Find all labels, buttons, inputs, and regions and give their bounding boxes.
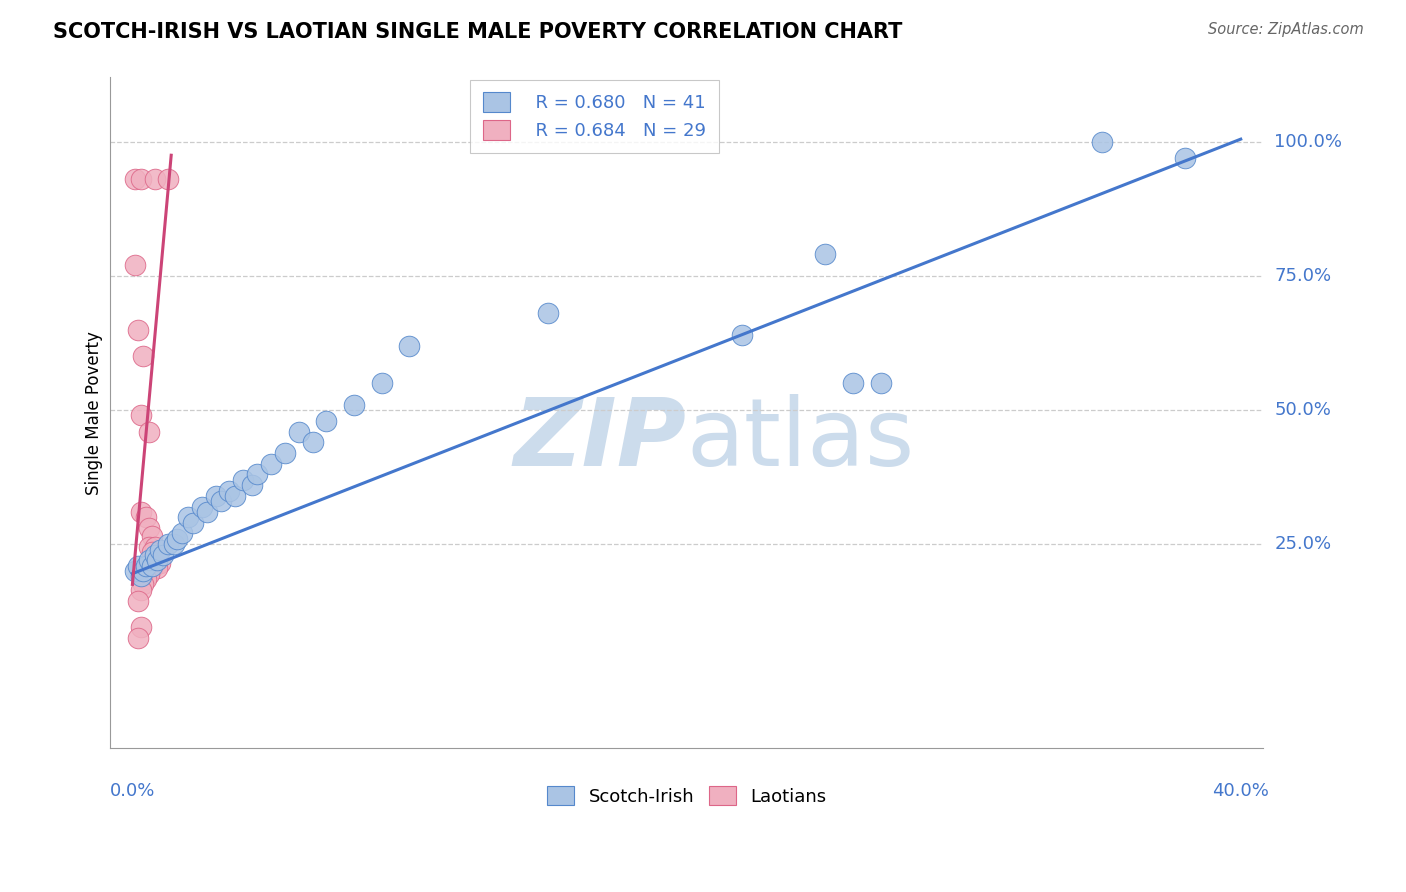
Point bbox=[209, 494, 232, 508]
Point bbox=[127, 558, 149, 573]
Point bbox=[127, 322, 149, 336]
Point bbox=[135, 510, 157, 524]
Text: 0.0%: 0.0% bbox=[110, 781, 155, 799]
Text: ZIP: ZIP bbox=[513, 393, 686, 485]
Point bbox=[190, 500, 212, 514]
Point bbox=[138, 521, 160, 535]
Point bbox=[135, 558, 157, 573]
Point bbox=[232, 473, 254, 487]
Text: 75.0%: 75.0% bbox=[1274, 267, 1331, 285]
Point bbox=[152, 548, 174, 562]
Legend: Scotch-Irish, Laotians: Scotch-Irish, Laotians bbox=[540, 779, 834, 813]
Point bbox=[1174, 151, 1197, 165]
Point bbox=[157, 172, 180, 186]
Point bbox=[129, 172, 152, 186]
Point bbox=[260, 457, 283, 471]
Point bbox=[146, 556, 169, 570]
Point bbox=[143, 548, 166, 562]
Point bbox=[129, 582, 152, 597]
Point bbox=[135, 572, 157, 586]
Point bbox=[246, 467, 269, 482]
Point bbox=[143, 172, 166, 186]
Point bbox=[371, 376, 394, 391]
Point bbox=[149, 542, 172, 557]
Point bbox=[129, 569, 152, 583]
Point bbox=[814, 247, 837, 261]
Point bbox=[129, 409, 152, 423]
Point bbox=[1091, 135, 1114, 149]
Point bbox=[166, 532, 188, 546]
Point bbox=[138, 540, 160, 554]
Text: Source: ZipAtlas.com: Source: ZipAtlas.com bbox=[1208, 22, 1364, 37]
Point bbox=[141, 561, 163, 575]
Point bbox=[141, 529, 163, 543]
Point bbox=[183, 516, 205, 530]
Point bbox=[301, 435, 323, 450]
Point bbox=[177, 510, 200, 524]
Point bbox=[143, 540, 166, 554]
Point bbox=[869, 376, 891, 391]
Point bbox=[132, 564, 155, 578]
Point bbox=[127, 593, 149, 607]
Point bbox=[398, 339, 420, 353]
Point bbox=[274, 446, 297, 460]
Text: 25.0%: 25.0% bbox=[1274, 535, 1331, 553]
Point bbox=[195, 505, 218, 519]
Point bbox=[124, 258, 146, 272]
Point bbox=[143, 550, 166, 565]
Point bbox=[157, 537, 180, 551]
Point bbox=[537, 306, 560, 320]
Point bbox=[141, 545, 163, 559]
Point bbox=[224, 489, 246, 503]
Point bbox=[132, 577, 155, 591]
Text: atlas: atlas bbox=[686, 393, 915, 485]
Point bbox=[163, 537, 186, 551]
Point bbox=[842, 376, 865, 391]
Point bbox=[135, 561, 157, 575]
Point bbox=[204, 489, 226, 503]
Point bbox=[129, 620, 152, 634]
Point bbox=[127, 631, 149, 645]
Point bbox=[218, 483, 240, 498]
Point bbox=[141, 558, 163, 573]
Point bbox=[124, 172, 146, 186]
Text: 50.0%: 50.0% bbox=[1274, 401, 1331, 419]
Point bbox=[124, 564, 146, 578]
Text: SCOTCH-IRISH VS LAOTIAN SINGLE MALE POVERTY CORRELATION CHART: SCOTCH-IRISH VS LAOTIAN SINGLE MALE POVE… bbox=[53, 22, 903, 42]
Text: 40.0%: 40.0% bbox=[1212, 781, 1270, 799]
Point bbox=[129, 505, 152, 519]
Point bbox=[138, 425, 160, 439]
Point bbox=[731, 328, 754, 343]
Point bbox=[138, 553, 160, 567]
Point bbox=[149, 556, 172, 570]
Point bbox=[146, 561, 169, 575]
Point bbox=[132, 350, 155, 364]
Point bbox=[146, 553, 169, 567]
Point bbox=[138, 566, 160, 581]
Text: 100.0%: 100.0% bbox=[1274, 133, 1343, 151]
Point bbox=[287, 425, 309, 439]
Point bbox=[240, 478, 263, 492]
Point bbox=[172, 526, 194, 541]
Y-axis label: Single Male Poverty: Single Male Poverty bbox=[86, 331, 103, 495]
Point bbox=[343, 398, 366, 412]
Point bbox=[315, 414, 337, 428]
